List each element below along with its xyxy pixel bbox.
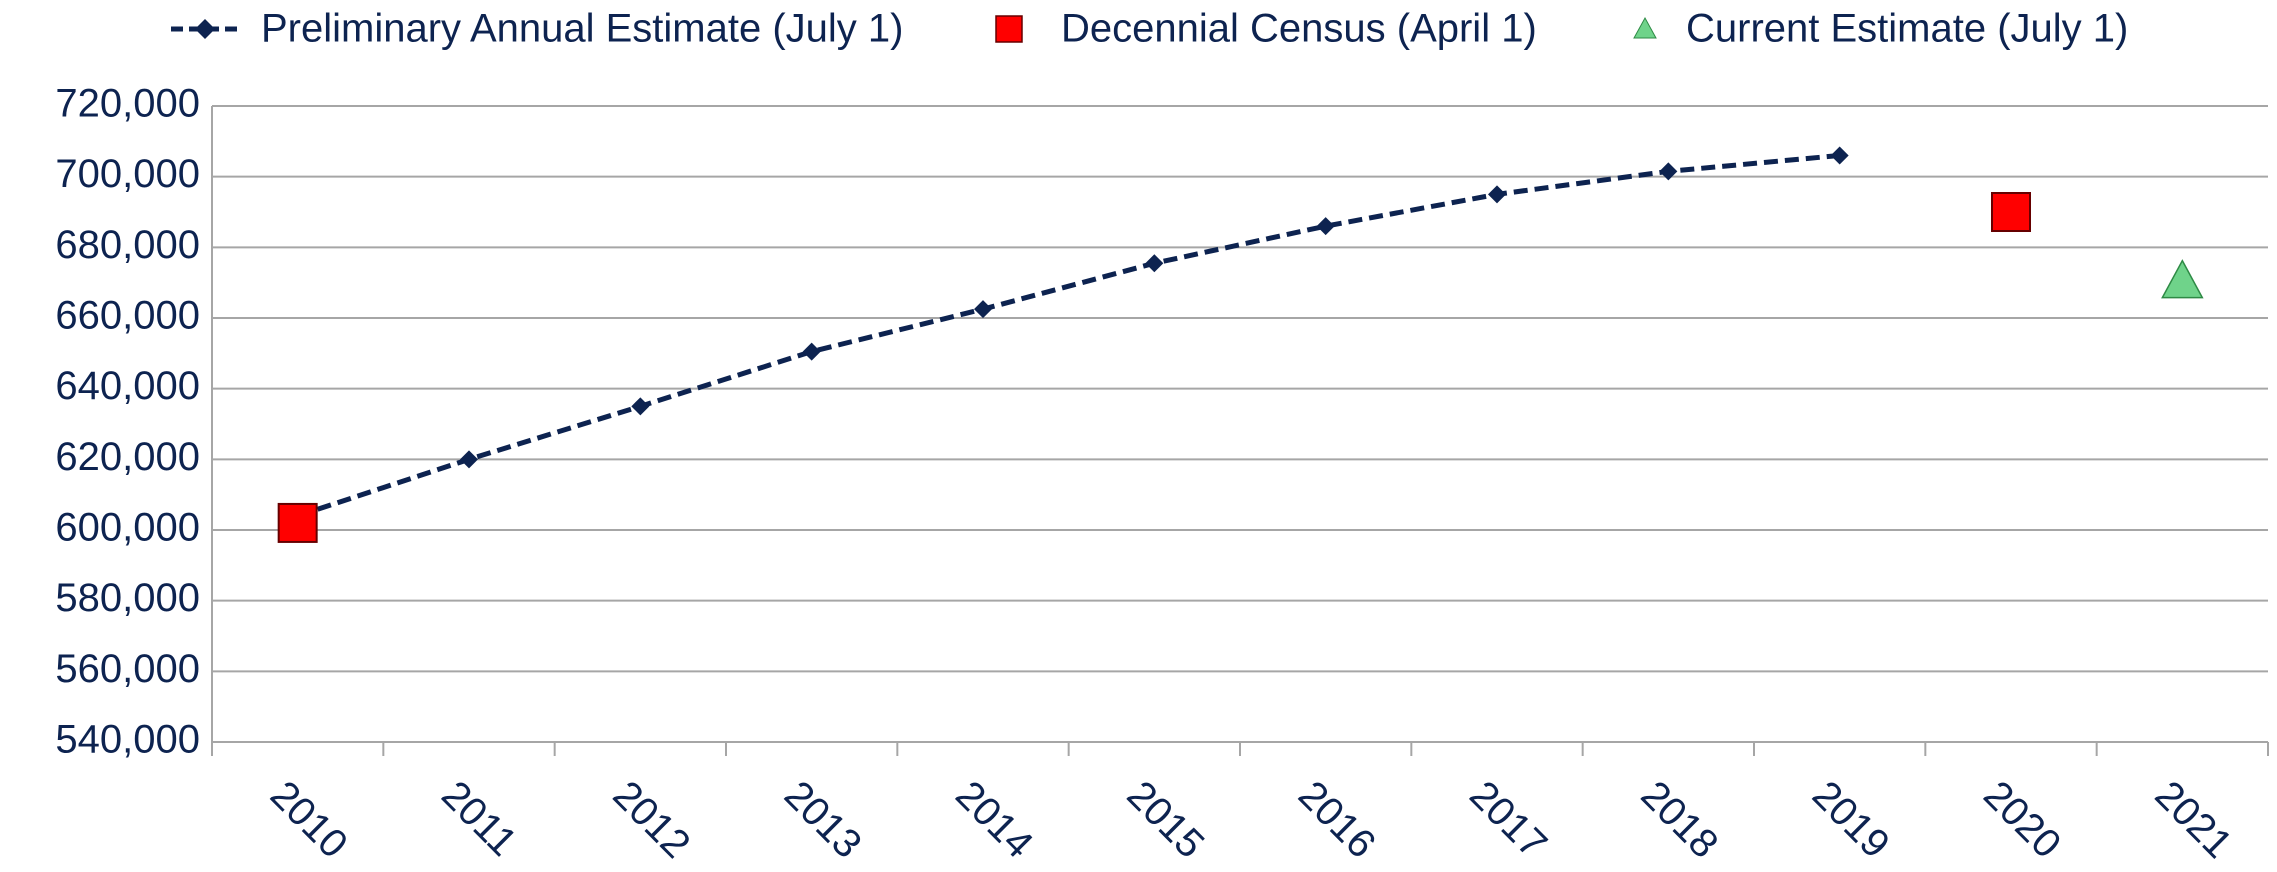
y-tick-label: 540,000 bbox=[55, 718, 200, 762]
point bbox=[1145, 254, 1164, 273]
legend-label: Preliminary Annual Estimate (July 1) bbox=[261, 7, 903, 51]
point bbox=[1316, 217, 1335, 236]
series-line bbox=[296, 152, 1840, 519]
y-tick-label: 640,000 bbox=[55, 364, 200, 408]
legend-label: Current Estimate (July 1) bbox=[1686, 7, 2128, 51]
x-tick-label: 2021 bbox=[2147, 773, 2241, 867]
y-tick-label: 660,000 bbox=[55, 294, 200, 338]
y-tick-label: 700,000 bbox=[55, 152, 200, 196]
x-tick-label: 2012 bbox=[605, 773, 699, 867]
x-tick-label: 2010 bbox=[262, 773, 356, 867]
point bbox=[1991, 192, 2031, 232]
point bbox=[1659, 162, 1678, 181]
y-tick-label: 720,000 bbox=[55, 82, 200, 126]
y-tick-label: 580,000 bbox=[55, 576, 200, 620]
x-tick-label: 2016 bbox=[1290, 773, 1384, 867]
legend: Preliminary Annual Estimate (July 1) Dec… bbox=[171, 7, 2128, 51]
y-tick-label: 560,000 bbox=[55, 647, 200, 691]
legend-label: Decennial Census (April 1) bbox=[1061, 7, 1537, 51]
point bbox=[1830, 146, 1849, 165]
y-tick-label: 620,000 bbox=[55, 435, 200, 479]
x-tick-label: 2014 bbox=[947, 773, 1041, 867]
x-tick-label: 2019 bbox=[1804, 773, 1898, 867]
x-tick-label: 2011 bbox=[433, 773, 525, 865]
y-tick-label: 680,000 bbox=[55, 223, 200, 267]
legend-square-symbol bbox=[995, 15, 1023, 43]
point bbox=[1488, 185, 1506, 204]
legend-diamond-symbol bbox=[195, 19, 215, 39]
x-tick-label: 2018 bbox=[1633, 773, 1727, 867]
point bbox=[974, 300, 992, 319]
y-tick-label: 600,000 bbox=[55, 506, 200, 550]
point bbox=[631, 397, 650, 416]
x-tick-label: 2015 bbox=[1119, 773, 1213, 867]
point bbox=[460, 450, 478, 469]
point bbox=[277, 502, 318, 543]
point bbox=[802, 342, 821, 361]
x-tick-label: 2020 bbox=[1975, 773, 2069, 867]
x-tick-label: 2017 bbox=[1461, 773, 1555, 867]
x-tick-label: 2013 bbox=[776, 773, 870, 867]
point bbox=[2161, 259, 2204, 299]
legend-triangle-symbol bbox=[1633, 16, 1657, 39]
